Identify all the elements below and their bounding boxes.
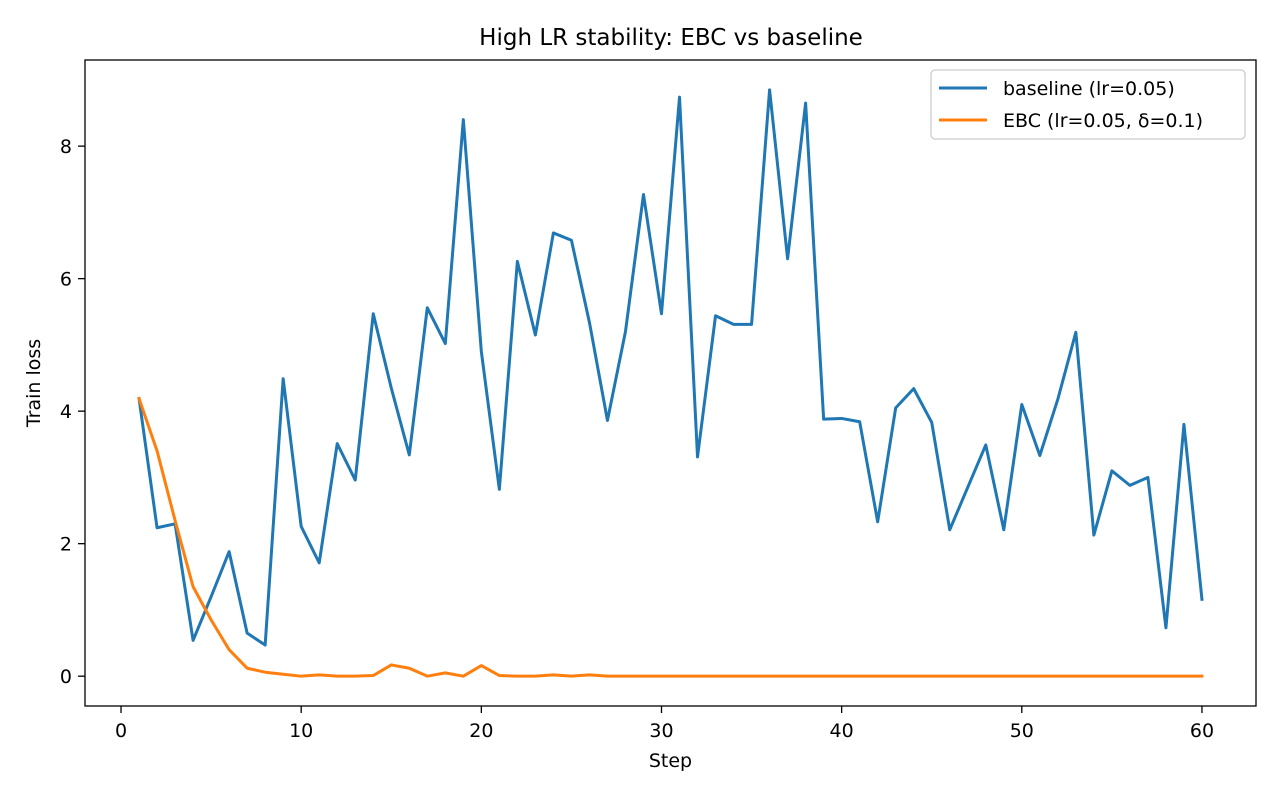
y-tick-label: 2 <box>60 534 72 556</box>
legend-box <box>930 69 1246 140</box>
y-tick-label: 4 <box>60 401 72 423</box>
series-line-1 <box>137 396 1204 678</box>
y-tick-label: 8 <box>60 136 72 158</box>
y-tick-label: 6 <box>60 269 72 291</box>
chart-title: High LR stability: EBC vs baseline <box>479 25 863 51</box>
legend-label-0: baseline (lr=0.05) <box>1003 78 1175 100</box>
y-tick-label: 0 <box>60 666 72 688</box>
axes-frame <box>84 59 1257 707</box>
plot-area <box>137 88 1204 678</box>
x-tick-label: 0 <box>115 720 127 742</box>
series-line-0 <box>137 88 1204 647</box>
y-axis-label: Train loss <box>23 339 45 428</box>
x-tick-label: 50 <box>1010 720 1034 742</box>
x-tick-label: 40 <box>830 720 854 742</box>
axis-ticks: 0 10 20 30 40 50 60 0 2 4 6 8 <box>60 136 1214 742</box>
x-axis-label: Step <box>649 750 692 772</box>
legend: baseline (lr=0.05) EBC (lr=0.05, δ=0.1) <box>930 69 1246 140</box>
x-tick-label: 60 <box>1190 720 1214 742</box>
x-tick-label: 10 <box>289 720 313 742</box>
x-tick-label: 20 <box>469 720 493 742</box>
legend-label-1: EBC (lr=0.05, δ=0.1) <box>1003 110 1203 132</box>
x-tick-label: 30 <box>649 720 673 742</box>
